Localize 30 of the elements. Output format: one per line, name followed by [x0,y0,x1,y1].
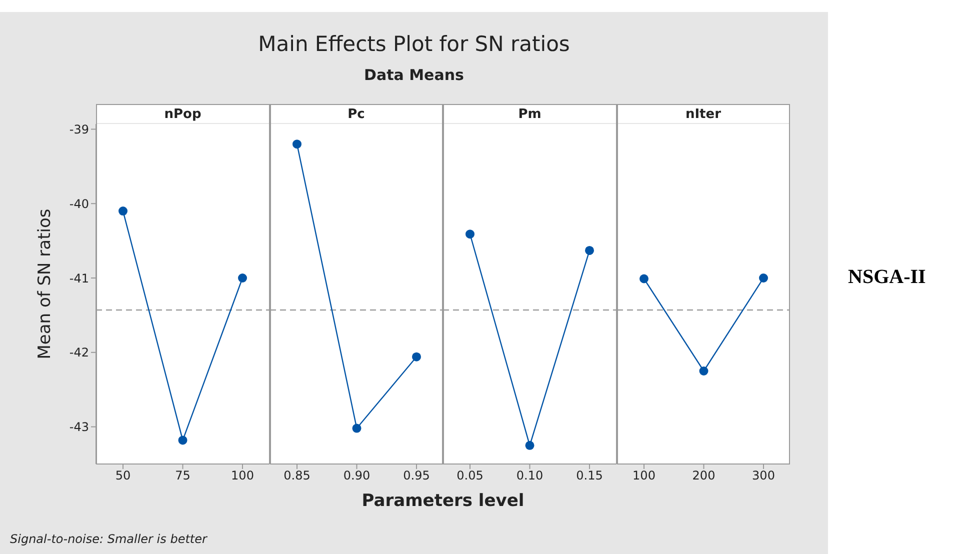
text: NSGA-II [848,266,926,289]
y-tick-label: -40 [69,196,89,211]
x-tick-label: 0.15 [576,468,603,483]
point [118,206,128,216]
x-tick-label: 100 [231,468,254,483]
y-tick-label: -41 [69,271,89,286]
text: Signal-to-noise: Smaller is better [10,532,207,546]
x-tick-label: 0.05 [456,468,484,483]
text: Data Means [363,66,465,84]
y-tick-label: -43 [69,420,89,434]
text: Pm [518,107,542,122]
y-tick-label: -39 [69,122,89,136]
x-tick-label: 0.10 [516,468,544,483]
point [178,436,188,445]
x-tick-label: 0.90 [342,468,370,483]
x-tick-label: 75 [175,468,190,483]
point [238,274,247,283]
x-tick-label: 50 [115,468,131,483]
text: Pc [348,107,365,122]
text: Main Effects Plot for SN ratios [257,32,571,56]
x-tick-label: 200 [692,468,715,483]
y-axis-title: Mean of SN ratios [35,208,55,360]
x-tick-label: 300 [752,468,774,483]
x-tick-label: 100 [632,468,655,483]
y-tick-label: -42 [69,346,89,360]
text: nIter [685,107,722,122]
x-tick-label: 0.85 [283,468,310,483]
text: nPop [164,107,202,122]
x-tick-label: 0.95 [402,468,430,483]
x-axis-title: Parameters level [360,491,526,511]
